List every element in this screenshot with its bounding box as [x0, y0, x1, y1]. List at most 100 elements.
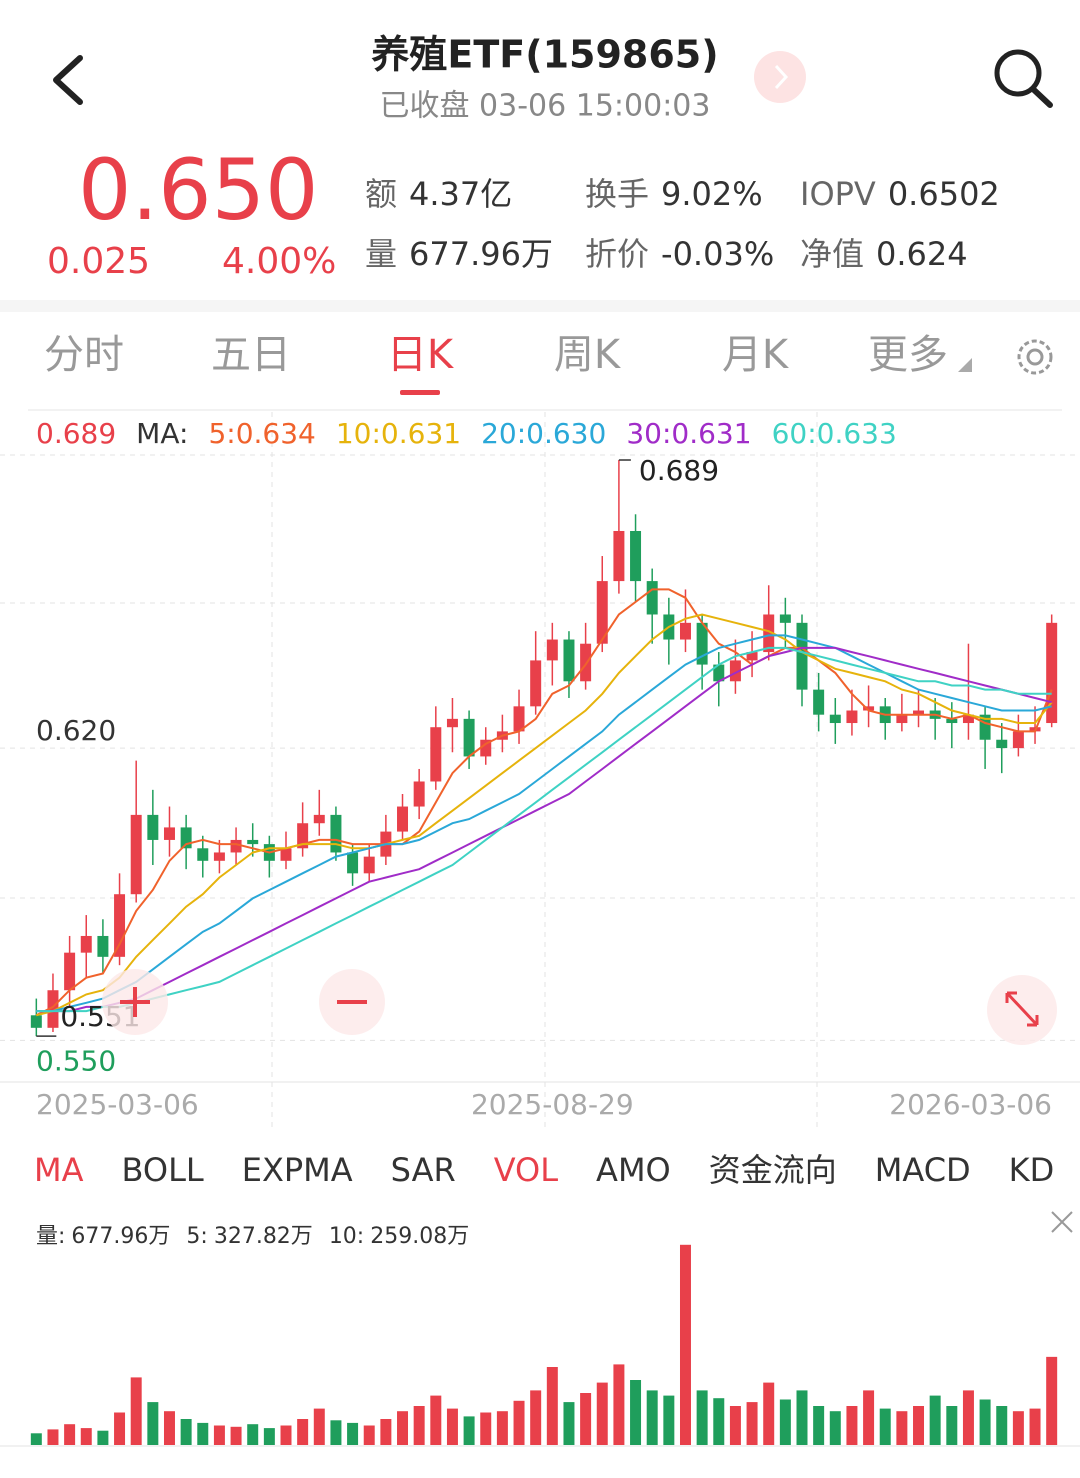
- volume-bar: [896, 1411, 908, 1445]
- indicator-tab[interactable]: MACD: [875, 1151, 971, 1189]
- stat-label: IOPV: [800, 175, 876, 213]
- candle-body: [197, 848, 209, 861]
- candle-body: [546, 639, 558, 661]
- candle-body: [630, 530, 642, 582]
- indicator-tab[interactable]: KD: [1009, 1151, 1055, 1189]
- volume-bar: [213, 1425, 225, 1445]
- candle-body: [596, 581, 608, 644]
- volume-bar: [846, 1406, 858, 1445]
- candle-body: [846, 710, 858, 724]
- indicator-tab[interactable]: AMO: [596, 1151, 671, 1189]
- candle-body: [829, 714, 841, 724]
- period-tab[interactable]: 月K: [722, 332, 790, 378]
- candle-body: [946, 718, 958, 724]
- stat-label: 额: [365, 175, 397, 213]
- period-tab[interactable]: 更多: [868, 332, 948, 378]
- candle-body: [230, 839, 242, 853]
- search-button[interactable]: [994, 49, 1053, 108]
- candle-body: [114, 894, 126, 957]
- volume-bar: [596, 1382, 608, 1445]
- volume-bar: [47, 1429, 59, 1445]
- period-tab[interactable]: 周K: [554, 332, 622, 378]
- search-handle: [1030, 86, 1053, 108]
- volume-bar: [646, 1390, 658, 1445]
- indicator-tab[interactable]: VOL: [494, 1151, 559, 1189]
- volume-chart: 量: 677.96万 5: 327.82万 10: 259.08万: [0, 1224, 1080, 1447]
- more-caret: [958, 358, 972, 372]
- indicator-tab[interactable]: BOLL: [122, 1151, 204, 1189]
- ma-line: [36, 646, 1052, 1013]
- candle-body: [962, 714, 974, 724]
- price: 0.650: [78, 141, 318, 239]
- candle-body: [147, 814, 159, 840]
- volume-bar: [80, 1428, 92, 1445]
- x-tick-label: 2025-08-29: [471, 1088, 634, 1121]
- next-button[interactable]: [754, 51, 806, 103]
- candle-body: [863, 706, 875, 711]
- x-tick-label: 2026-03-06: [889, 1088, 1052, 1121]
- period-tabs: 分时 五日 日K 周K 月K 更多: [44, 332, 972, 395]
- period-tab[interactable]: 日K: [387, 332, 455, 378]
- candle-body: [313, 814, 325, 824]
- volume-bar: [663, 1395, 675, 1445]
- candle-body: [347, 852, 359, 874]
- volume-bar: [380, 1419, 392, 1445]
- indicator-tab[interactable]: 资金流向: [709, 1151, 837, 1189]
- legend-item: 0.631: [381, 417, 461, 450]
- volume-bar: [746, 1402, 758, 1445]
- volume-bar: [197, 1422, 209, 1445]
- volume-bar: [563, 1402, 575, 1445]
- close-volume[interactable]: [1051, 1211, 1073, 1233]
- volume-bar: [513, 1400, 525, 1445]
- period-tab[interactable]: 分时: [44, 332, 124, 378]
- ma-line: [36, 646, 1052, 1013]
- stat-label: 折价: [585, 235, 649, 273]
- x-tick-label: 2025-03-06: [36, 1088, 199, 1121]
- indicator-tab[interactable]: SAR: [391, 1151, 456, 1189]
- price-chart: 0.689 MA: 5: 0.634 10: 0.631 20: 0.630 30: 0.631 6…: [0, 417, 1080, 1077]
- volume-bar: [979, 1399, 991, 1445]
- candle-body: [996, 739, 1008, 749]
- stat-value: 677.96万: [409, 235, 553, 273]
- candle-body: [979, 714, 991, 740]
- candle-body: [280, 848, 292, 861]
- zoom-in-button[interactable]: [102, 969, 168, 1035]
- stat-value: 0.6502: [888, 175, 1000, 213]
- volume-bar: [446, 1408, 458, 1445]
- indicator-tab[interactable]: MA: [34, 1151, 84, 1189]
- volume-bar: [813, 1406, 825, 1445]
- back-button[interactable]: [53, 55, 83, 105]
- candle-body: [130, 814, 142, 895]
- zoom-out-button[interactable]: [319, 969, 385, 1035]
- y-tick-label: 0.550: [36, 1044, 116, 1077]
- volume-bar: [946, 1406, 958, 1445]
- fullscreen-button[interactable]: [987, 975, 1057, 1045]
- indicator-tab[interactable]: EXPMA: [242, 1151, 353, 1189]
- candle-body: [1012, 731, 1024, 749]
- candle-body: [896, 714, 908, 724]
- candle-body: [480, 739, 492, 757]
- candle-body: [247, 839, 259, 845]
- legend-item: 20:: [481, 417, 526, 450]
- candle-body: [696, 622, 708, 665]
- candle-body: [213, 852, 225, 861]
- change-pct: 4.00%: [222, 241, 336, 282]
- zoom-in-icon: [120, 987, 150, 1017]
- candle-body: [713, 664, 725, 682]
- volume-bar: [530, 1390, 542, 1445]
- volume-bar: [130, 1377, 142, 1445]
- volume-bar: [363, 1425, 375, 1445]
- settings-button[interactable]: [1017, 339, 1053, 375]
- candle-body: [30, 1015, 42, 1028]
- volume-legend-name: 量:: [36, 1224, 65, 1249]
- period-tab[interactable]: 五日: [211, 332, 291, 378]
- candle-body: [796, 622, 808, 690]
- volume-bar: [480, 1412, 492, 1445]
- candle-body: [613, 530, 625, 582]
- candle-body: [746, 652, 758, 661]
- legend-item: 60:: [772, 417, 817, 450]
- volume-bar: [230, 1426, 242, 1445]
- volume-bar: [713, 1398, 725, 1445]
- candle-body: [679, 622, 691, 640]
- subtitle: 已收盘 03-06 15:00:03: [380, 89, 711, 124]
